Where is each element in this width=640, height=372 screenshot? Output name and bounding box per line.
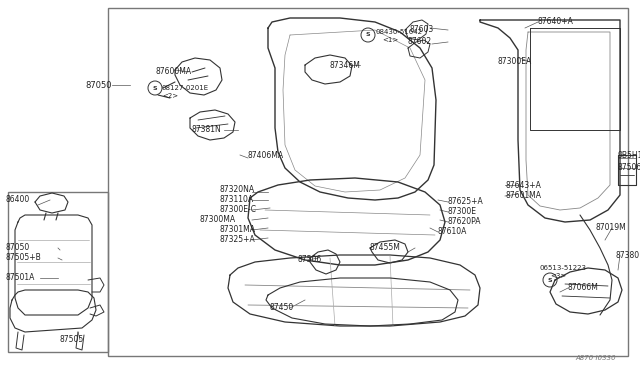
Text: 87640+A: 87640+A [538,17,574,26]
Text: 87300E-C: 87300E-C [220,205,257,215]
Text: 87301MA: 87301MA [220,225,256,234]
Text: 87300EA: 87300EA [498,58,532,67]
Text: 87050: 87050 [5,244,29,253]
Text: S: S [548,278,552,282]
Text: 87506: 87506 [298,256,323,264]
Text: 87381N: 87381N [192,125,221,135]
Text: A870 I0330: A870 I0330 [575,355,616,361]
Text: <1>: <1> [382,37,398,43]
Text: 873110A: 873110A [220,196,254,205]
Text: <3>: <3> [550,273,566,279]
Text: S: S [365,32,371,38]
Text: 87600MA: 87600MA [155,67,191,77]
Text: 86400: 86400 [5,196,29,205]
Bar [8,192,108,352]
Text: <2>: <2> [162,93,178,99]
Text: 87643+A: 87643+A [505,180,541,189]
Text: 87450: 87450 [270,304,294,312]
Text: 87610A: 87610A [438,228,467,237]
Text: 87300E: 87300E [448,208,477,217]
Text: 87346M: 87346M [330,61,361,70]
Text: 87066M: 87066M [568,283,599,292]
Text: 08127-0201E: 08127-0201E [162,85,209,91]
Text: 87380: 87380 [615,250,639,260]
Text: 87505: 87505 [60,336,84,344]
Text: 87625+A: 87625+A [448,198,484,206]
Text: 87320NA: 87320NA [220,186,255,195]
Text: S: S [153,86,157,90]
Text: 87505+B: 87505+B [5,253,41,263]
Text: 87602: 87602 [408,38,432,46]
Text: 87300MA: 87300MA [200,215,236,224]
Text: 87501A: 87501A [5,273,35,282]
Text: 06513-51223: 06513-51223 [540,265,587,271]
Text: 87455M: 87455M [370,244,401,253]
Text: 9B5H1: 9B5H1 [618,151,640,160]
Text: 08430-51642: 08430-51642 [375,29,422,35]
Text: 87603: 87603 [410,26,435,35]
Text: 87601MA: 87601MA [505,192,541,201]
Text: 87406MA: 87406MA [248,151,284,160]
Text: 87050: 87050 [86,80,112,90]
Bar [108,8,628,356]
Text: 87019M: 87019M [595,224,626,232]
Text: 87325+A: 87325+A [220,235,256,244]
Text: 87620PA: 87620PA [448,218,481,227]
Text: 87506B: 87506B [618,164,640,173]
